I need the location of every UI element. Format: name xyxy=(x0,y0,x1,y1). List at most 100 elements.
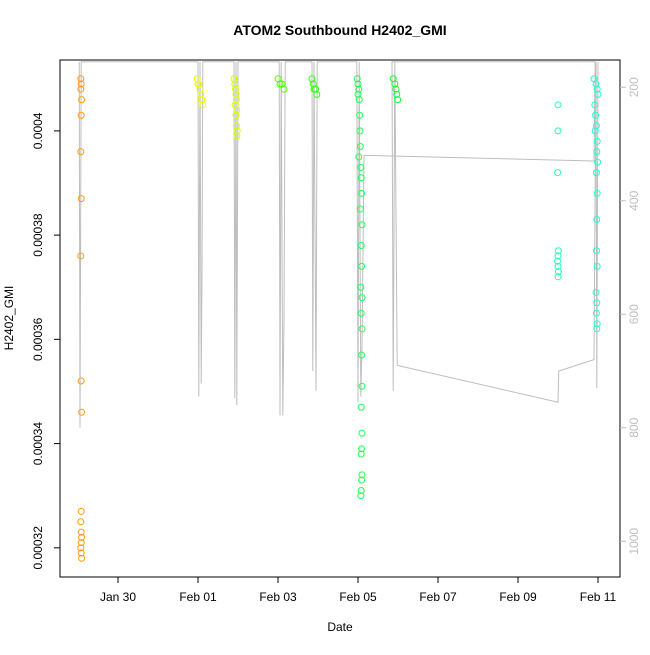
y2-tick-label: 400 xyxy=(627,190,641,210)
point xyxy=(354,90,362,98)
point xyxy=(312,85,320,93)
y-axis-label: H2402_GMI xyxy=(2,286,16,351)
point xyxy=(391,80,399,88)
point xyxy=(77,544,85,552)
y-tick-label: 0.00036 xyxy=(31,317,45,361)
x-tick-label: Feb 11 xyxy=(580,590,617,604)
point xyxy=(358,471,366,479)
point xyxy=(199,101,207,109)
point xyxy=(356,111,364,119)
point xyxy=(196,85,204,93)
point xyxy=(592,80,600,88)
point xyxy=(357,174,365,182)
point xyxy=(357,163,365,171)
point xyxy=(355,85,363,93)
point xyxy=(593,215,601,223)
point xyxy=(358,445,366,453)
point xyxy=(276,80,284,88)
point xyxy=(77,252,85,260)
point xyxy=(358,262,366,270)
point xyxy=(594,90,602,98)
point xyxy=(77,518,85,526)
point xyxy=(357,486,365,494)
point xyxy=(593,189,601,197)
point xyxy=(77,528,85,536)
point xyxy=(593,320,601,328)
point xyxy=(392,85,400,93)
point xyxy=(78,554,86,562)
point xyxy=(594,158,602,166)
x-tick-label: Feb 07 xyxy=(419,590,457,604)
point xyxy=(593,299,601,307)
point xyxy=(554,268,562,276)
point xyxy=(354,80,362,88)
point xyxy=(197,90,205,98)
point xyxy=(78,96,86,104)
point xyxy=(358,382,366,390)
point xyxy=(554,252,562,260)
y2-tick-label: 800 xyxy=(627,417,641,437)
point xyxy=(232,85,240,93)
point xyxy=(592,122,600,130)
x-tick-label: Jan 30 xyxy=(100,590,136,604)
point xyxy=(358,325,366,333)
point xyxy=(78,533,86,541)
point xyxy=(233,106,241,114)
point xyxy=(77,549,85,557)
point xyxy=(232,96,240,104)
point xyxy=(554,273,562,281)
depth-line xyxy=(78,61,599,428)
point xyxy=(77,377,85,385)
point xyxy=(358,476,366,484)
point xyxy=(232,90,240,98)
x-tick-label: Feb 01 xyxy=(179,590,217,604)
point xyxy=(198,96,206,104)
point xyxy=(77,75,85,83)
point xyxy=(280,85,288,93)
point xyxy=(77,195,85,203)
point xyxy=(593,137,601,145)
point xyxy=(231,80,239,88)
point xyxy=(77,80,85,88)
point xyxy=(357,283,365,291)
point xyxy=(554,262,562,270)
point xyxy=(358,429,366,437)
point xyxy=(77,539,85,547)
chart-title: ATOM2 Southbound H2402_GMI xyxy=(233,22,446,38)
y2-tick-label: 1000 xyxy=(627,528,641,555)
point xyxy=(591,127,599,135)
y2-tick-label: 600 xyxy=(627,304,641,324)
point xyxy=(232,111,240,119)
point xyxy=(233,132,241,140)
point xyxy=(77,148,85,156)
point xyxy=(358,189,366,197)
point xyxy=(357,403,365,411)
point xyxy=(393,90,401,98)
point xyxy=(77,85,85,93)
point xyxy=(592,309,600,317)
y-tick-label: 0.00034 xyxy=(31,422,45,466)
point xyxy=(394,96,402,104)
point xyxy=(554,247,562,255)
plot-area xyxy=(77,61,602,562)
point xyxy=(358,221,366,229)
point xyxy=(358,294,366,302)
point xyxy=(232,122,240,130)
point xyxy=(554,257,562,265)
point xyxy=(358,351,366,359)
point xyxy=(357,242,365,250)
y2-tick-label: 200 xyxy=(627,77,641,97)
y-tick-label: 0.00032 xyxy=(31,526,45,570)
point xyxy=(308,75,316,83)
y-tick-label: 0.00038 xyxy=(31,213,45,257)
point xyxy=(356,127,364,135)
x-axis-label: Date xyxy=(327,620,353,634)
plot-frame xyxy=(59,59,621,578)
point xyxy=(357,309,365,317)
point xyxy=(356,143,364,151)
point xyxy=(355,153,363,161)
point xyxy=(592,288,600,296)
point xyxy=(195,80,203,88)
point xyxy=(77,507,85,515)
